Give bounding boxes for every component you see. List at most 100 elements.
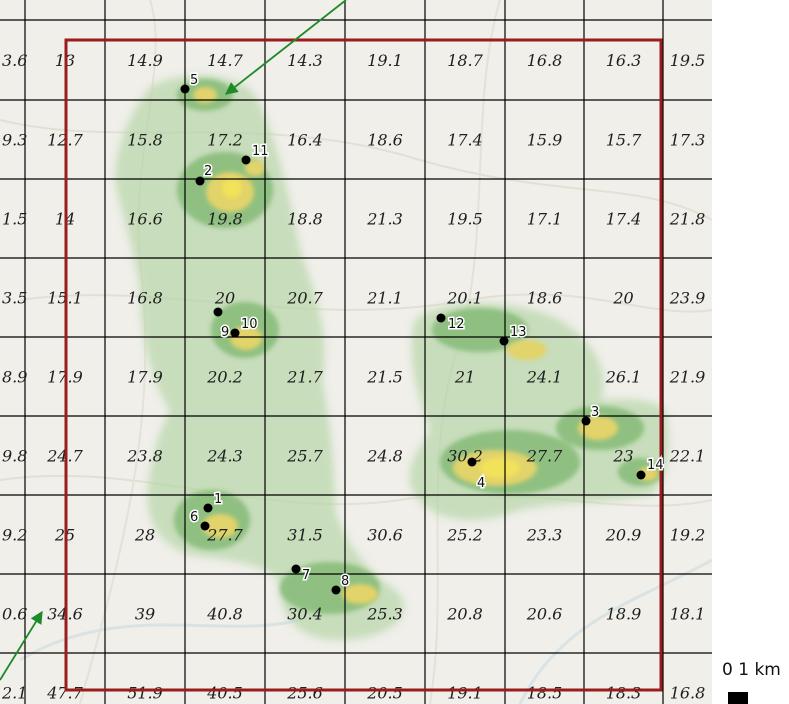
source-point: 11 bbox=[241, 143, 270, 165]
source-point: 1 bbox=[203, 491, 224, 513]
grid-cell-value: 27.7 bbox=[206, 526, 243, 545]
grid-cell-value: 20.1 bbox=[446, 289, 483, 308]
source-point-marker bbox=[195, 176, 205, 186]
plume-outer bbox=[115, 75, 404, 640]
grid-cell-value: 20 bbox=[612, 289, 633, 308]
grid-cell-value: 18.9 bbox=[606, 605, 642, 624]
grid-cell-value: 3.6 bbox=[2, 51, 27, 70]
scale-bar: 0 1 km bbox=[722, 660, 786, 704]
grid-cell-value: 15.9 bbox=[527, 131, 563, 150]
grid-cell-value: 23.9 bbox=[669, 289, 706, 308]
source-point: 8 bbox=[331, 573, 351, 595]
grid-cell-value: 21.9 bbox=[669, 368, 706, 387]
grid-cell-value: 30.2 bbox=[447, 447, 483, 466]
source-point: 10 bbox=[213, 307, 259, 334]
source-point: 13 bbox=[499, 324, 528, 346]
source-point-label: 5 bbox=[190, 73, 198, 88]
source-point: 2 bbox=[195, 163, 214, 186]
source-point-marker bbox=[499, 336, 509, 346]
grid-cell-value: 19.8 bbox=[207, 210, 243, 229]
grid-cell-value: 9.8 bbox=[2, 447, 27, 466]
source-point-label: 14 bbox=[647, 458, 664, 473]
grid-cell-value: 16.3 bbox=[606, 51, 642, 70]
grid-cell-value: 31.5 bbox=[287, 526, 323, 545]
grid-cell-value: 17.4 bbox=[447, 131, 483, 150]
grid-cell-value: 25.7 bbox=[286, 447, 323, 466]
source-point: 14 bbox=[636, 457, 665, 480]
grid-cell-value: 21.5 bbox=[366, 368, 403, 387]
grid-cell-value: 19.1 bbox=[367, 51, 403, 70]
grid-cell-value: 18.3 bbox=[606, 684, 642, 703]
grid-cell-value: 23.8 bbox=[126, 447, 163, 466]
grid-cell-value: 23.3 bbox=[526, 526, 563, 545]
grid-cell-value: 28 bbox=[134, 526, 155, 545]
grid-cell-value: 18.6 bbox=[527, 289, 563, 308]
direction-arrow-bottom bbox=[0, 610, 43, 681]
grid-cell-value: 16.8 bbox=[670, 684, 706, 703]
grid-cell-value: 17.1 bbox=[527, 210, 563, 229]
source-point-label: 11 bbox=[252, 144, 269, 159]
study-area-boundary bbox=[64, 38, 663, 692]
grid-cell-value: 21.1 bbox=[366, 289, 403, 308]
grid-cell-value: 18.7 bbox=[447, 51, 483, 70]
source-point-marker bbox=[291, 564, 301, 574]
grid-cell-value: 14.3 bbox=[287, 51, 323, 70]
source-point-marker bbox=[241, 155, 251, 165]
map-canvas: 2.99.110.512.114.419.420.118.617.916.83.… bbox=[0, 0, 712, 704]
grid-cell-value: 23 bbox=[612, 447, 633, 466]
source-point-marker bbox=[581, 416, 591, 426]
grid-cell-value: 25.3 bbox=[366, 605, 403, 624]
grid-cell-value: 2.1 bbox=[1, 684, 27, 703]
grid-cell-value: 20.5 bbox=[366, 684, 403, 703]
source-point-marker bbox=[331, 585, 341, 595]
grid-cell-value: 17.2 bbox=[207, 131, 243, 150]
grid-cell-value: 25.2 bbox=[446, 526, 483, 545]
grid-cell-value: 19.2 bbox=[670, 526, 706, 545]
grid-cell-value: 14.7 bbox=[207, 51, 243, 70]
source-point: 9 bbox=[220, 324, 240, 342]
source-point: 7 bbox=[291, 564, 312, 585]
grid-cell-value: 14.9 bbox=[127, 51, 163, 70]
grid-cell-value: 15.8 bbox=[127, 131, 163, 150]
grid-cell-value: 20.6 bbox=[526, 605, 563, 624]
grid-cell-value: 19.1 bbox=[447, 684, 483, 703]
source-point-marker bbox=[467, 457, 477, 467]
grid-cell-value: 21 bbox=[454, 368, 475, 387]
source-point-label: 6 bbox=[190, 510, 198, 525]
grid-cell-value: 16.6 bbox=[127, 210, 163, 229]
grid-lines bbox=[0, 0, 712, 704]
grid-cell-value: 9.3 bbox=[2, 131, 27, 150]
grid-cell-value: 24.3 bbox=[206, 447, 243, 466]
grid-cell-value: 27.7 bbox=[526, 447, 563, 466]
grid-cell-value: 20.9 bbox=[605, 526, 642, 545]
source-point: 3 bbox=[581, 404, 601, 426]
grid-cell-value: 20 bbox=[214, 289, 235, 308]
grid-cell-value: 40.8 bbox=[206, 605, 243, 624]
grid-cell-value: 21.3 bbox=[366, 210, 403, 229]
grid-cell-value: 8.9 bbox=[2, 368, 27, 387]
source-point-label: 9 bbox=[221, 325, 229, 340]
grid-cell-value: 16.8 bbox=[527, 51, 563, 70]
grid-cell-value: 40.5 bbox=[206, 684, 243, 703]
source-point-marker bbox=[436, 313, 446, 323]
source-point-label: 12 bbox=[448, 317, 465, 332]
source-point-label: 1 bbox=[214, 492, 222, 507]
grid-cell-value: 9.2 bbox=[2, 526, 27, 545]
grid-cell-value: 20.7 bbox=[286, 289, 323, 308]
grid-cell-value: 15.7 bbox=[606, 131, 642, 150]
grid-cell-value: 26.1 bbox=[605, 368, 642, 387]
source-point-label: 3 bbox=[591, 405, 599, 420]
source-point-marker bbox=[200, 521, 210, 531]
scale-label: 0 1 km bbox=[722, 660, 781, 680]
grid-cell-value: 3.5 bbox=[2, 289, 27, 308]
grid-cell-value: 30.4 bbox=[287, 605, 323, 624]
grid-cell-value: 24.8 bbox=[366, 447, 403, 466]
grid-cell-value: 21.8 bbox=[669, 210, 706, 229]
source-point-marker bbox=[203, 503, 213, 513]
source-point-label: 4 bbox=[477, 476, 485, 491]
map-panel: 2.99.110.512.114.419.420.118.617.916.83.… bbox=[0, 0, 712, 704]
grid-cell-value: 39 bbox=[135, 605, 155, 624]
grid-cell-value: 20.8 bbox=[446, 605, 483, 624]
grid-cell-value: 19.5 bbox=[670, 51, 706, 70]
